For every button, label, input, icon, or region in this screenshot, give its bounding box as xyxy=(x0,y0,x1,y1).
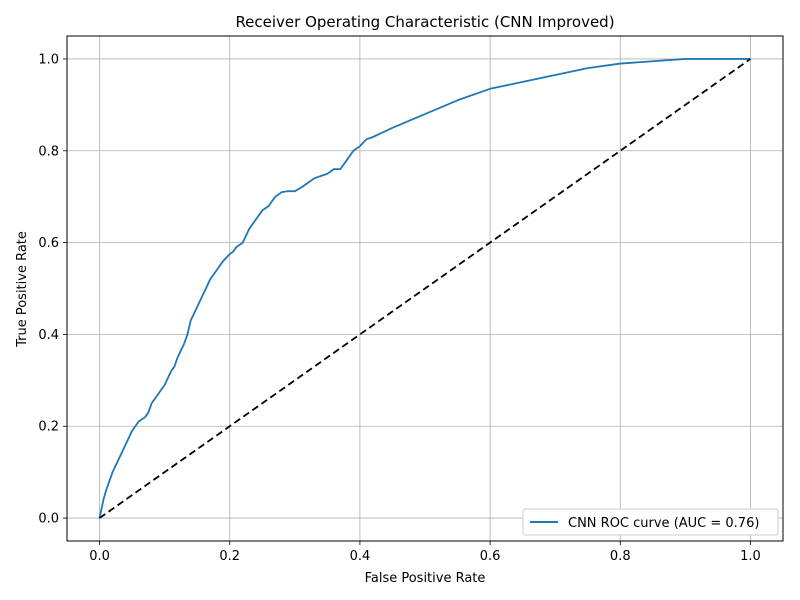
chart-title: Receiver Operating Characteristic (CNN I… xyxy=(235,13,614,31)
x-tick-label: 0.0 xyxy=(89,549,110,564)
x-tick-label: 0.4 xyxy=(350,549,371,564)
x-tick-label: 1.0 xyxy=(740,549,761,564)
x-tick-label: 0.2 xyxy=(219,549,240,564)
chance-diagonal-line xyxy=(99,58,751,519)
y-axis: 0.0 0.2 0.4 0.6 0.8 1.0 xyxy=(38,52,67,527)
y-tick-label: 0.4 xyxy=(38,328,59,343)
legend-box xyxy=(522,508,779,536)
roc-curve-line xyxy=(98,58,751,519)
y-axis-title: True Positive Rate xyxy=(15,231,30,348)
legend-label: CNN ROC curve (AUC = 0.76) xyxy=(568,516,759,531)
y-tick-label: 0.0 xyxy=(38,512,59,527)
x-tick-label: 0.8 xyxy=(610,549,631,564)
grid xyxy=(67,36,783,541)
x-axis: 0.0 0.2 0.4 0.6 0.8 1.0 xyxy=(89,541,761,564)
plot-frame xyxy=(66,35,784,542)
y-tick-label: 0.2 xyxy=(38,420,59,435)
legend: CNN ROC curve (AUC = 0.76) xyxy=(522,508,779,536)
x-axis-title: False Positive Rate xyxy=(365,571,486,586)
x-tick-label: 0.6 xyxy=(480,549,501,564)
y-tick-label: 0.8 xyxy=(38,144,59,159)
y-tick-label: 1.0 xyxy=(38,52,59,67)
y-tick-label: 0.6 xyxy=(38,236,59,251)
plot-area xyxy=(98,58,751,519)
